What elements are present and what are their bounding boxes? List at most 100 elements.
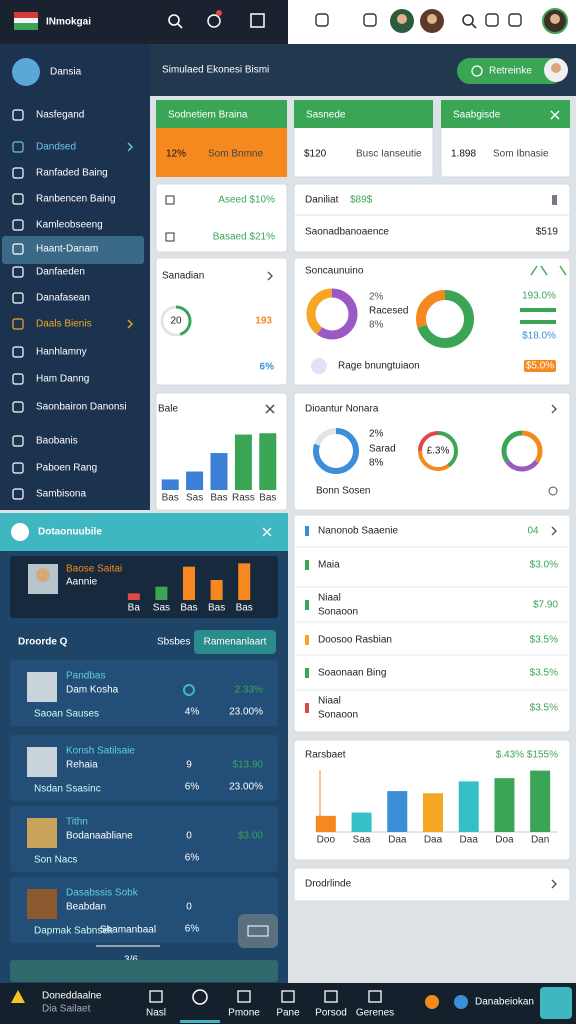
nav-label[interactable]: Porsod [315,1008,347,1019]
row-label: Doosoo Rasbian [318,635,392,646]
item-mark-icon [183,684,195,696]
button-icon [471,65,483,77]
nav-label[interactable]: Pane [276,1008,300,1019]
nav-item[interactable]: Ranbencen Baing [36,194,116,205]
card-title: Nanonob Saaenie [318,526,399,537]
item-name: Konsh Satilsaie [66,746,135,757]
nav-item[interactable]: Kamleobseeng [36,220,103,231]
row-icon [305,635,309,645]
donut-legend: £.3% [427,446,450,457]
close-icon[interactable] [262,527,272,537]
kpi-note: Som Bnmne [208,149,263,160]
nav-item[interactable]: Danfaeden [36,267,85,278]
toolbar-icon[interactable] [315,13,329,27]
stat-icon [552,195,557,205]
nav-item[interactable]: Dandsed [36,142,76,153]
chevron-icon[interactable] [551,404,557,414]
flag-white [14,18,38,23]
section-button[interactable] [194,630,276,654]
item-foot: Dapmak Sabnsek [34,926,114,937]
bar-label: Sas [186,493,203,504]
avatar-face [551,63,561,73]
flag-red [14,12,38,18]
kpi-value: 1.898 [451,149,476,160]
nav-item[interactable]: Baobanis [36,436,78,447]
bar [387,791,408,832]
row-value: $3.5% [530,703,558,714]
close-icon[interactable] [550,110,560,120]
chevron-icon[interactable] [551,526,557,536]
nav-label[interactable]: Pmone [228,1008,260,1019]
nav-label[interactable]: Nasl [146,1008,166,1019]
item-sub: Rehaia [66,760,98,771]
nav-item[interactable]: Paboen Rang [36,463,97,474]
toolbar-icon[interactable] [363,13,377,27]
nav-badge[interactable] [425,995,439,1009]
kpi-title: Sodnetiem Braina [168,110,248,121]
nav-icon [12,346,24,358]
nav-icon [12,318,24,330]
bar [458,781,479,832]
section-tab[interactable]: Sbsbes [157,637,190,648]
nav-item[interactable]: Ranfaded Baing [36,168,108,179]
nav-item[interactable]: Sambisona [36,489,86,500]
brand-logo [12,58,40,86]
edit-icon[interactable] [250,13,265,28]
chevron-icon[interactable] [127,142,133,152]
toolbar-icon[interactable] [485,13,499,27]
panel-footer: Shamanbaal [100,925,156,936]
search-icon-handle [177,23,183,29]
bar [161,479,179,490]
nav-item[interactable]: Danafasean [36,293,90,304]
chevron-icon[interactable] [267,271,273,281]
nav-item-active [2,236,144,264]
list-item[interactable] [10,660,278,726]
nav-badge[interactable] [454,995,468,1009]
nav-icon [12,462,24,474]
bar [423,793,443,832]
item-foot: Saoan Sauses [34,709,99,720]
nav-icon[interactable] [149,990,163,1003]
nav-icon[interactable] [368,990,382,1003]
donut-legend: 2% [369,292,384,303]
item-name: Pandbas [66,671,105,682]
flag-green [14,23,38,30]
nav-item[interactable]: Daals Bienis [36,319,92,330]
nav-icon [12,292,24,304]
close-icon[interactable] [265,404,275,414]
bell-icon[interactable] [207,14,221,28]
nav-icon[interactable] [237,990,251,1003]
nav-label[interactable]: Gerenes [356,1008,394,1019]
legend-line [520,308,556,312]
kpi-note: Busc Ianseutie [356,149,422,160]
search-icon[interactable] [168,14,180,26]
item-mark: 9 [186,760,192,771]
nav-item[interactable]: Haant-Danam [36,244,98,255]
chevron-icon[interactable] [127,319,133,329]
donut-legend: Sarad [369,444,396,455]
header-button[interactable] [457,58,564,84]
card-badge: 04 [527,526,539,537]
bottom-nav [0,983,576,1024]
nav-item[interactable]: Saonbairon Danonsi [36,402,127,413]
nav-item[interactable]: Nasfegand [36,110,84,121]
nav-menu-button[interactable] [540,987,572,1019]
nav-icon[interactable] [324,990,338,1003]
stat-row-label: Saonadbanoaence [305,227,389,238]
list-item[interactable] [10,877,278,943]
list-item[interactable] [10,806,278,872]
toolbar-icon[interactable] [508,13,522,27]
bar [351,812,372,832]
stat-row-value: $519 [536,227,559,238]
nav-item[interactable]: Hanhlamny [36,347,87,358]
nav-icon[interactable] [281,990,295,1003]
chevron-icon[interactable] [551,879,557,889]
scroll-button[interactable] [238,914,278,948]
nav-active-icon[interactable] [192,989,208,1005]
item-mark: 0 [186,831,192,842]
kpi-note: Som Ibnasie [493,149,549,160]
list-item[interactable] [10,735,278,801]
nav-item[interactable]: Ham Danng [36,374,89,385]
search-icon[interactable] [462,14,474,26]
